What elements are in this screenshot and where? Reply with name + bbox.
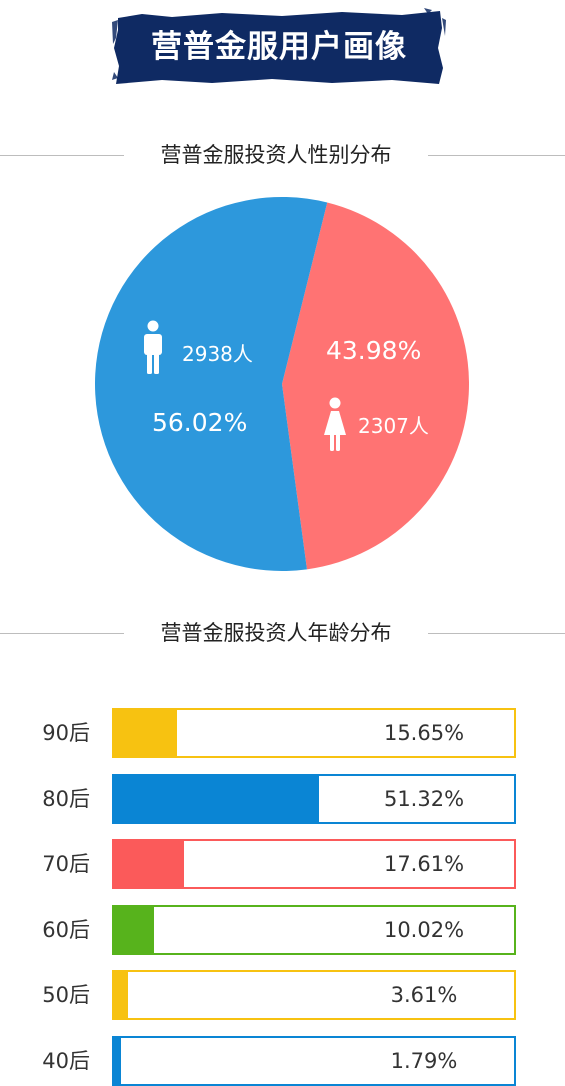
age-value-label: 10.02%	[383, 917, 465, 942]
age-value-label: 51.32%	[383, 786, 465, 811]
title-banner: 营普金服用户画像	[112, 8, 446, 86]
age-bar-row: 50后 3.61%	[0, 970, 565, 1020]
age-bar-row: 60后 10.02%	[0, 904, 565, 955]
age-section-title: 营普金服投资人年龄分布	[160, 621, 392, 645]
age-bar-row: 80后 51.32%	[0, 773, 565, 824]
age-bar-track: 1.79%	[112, 1035, 516, 1086]
header-divider-left	[0, 633, 124, 634]
age-value-label: 15.65%	[383, 721, 465, 745]
male-person-icon	[144, 320, 162, 374]
age-bar-row: 40后 1.79%	[0, 1035, 565, 1086]
gender-pie-svg	[95, 196, 469, 571]
page-title: 营普金服用户画像	[151, 29, 407, 65]
age-bar-fill	[114, 1037, 122, 1084]
header-divider-right	[428, 633, 565, 634]
header-divider-right	[428, 155, 565, 156]
age-bar-row: 90后 15.65%	[0, 708, 565, 758]
age-value-label: 3.61%	[390, 983, 458, 1007]
age-value-label: 17.61%	[383, 852, 465, 876]
female-percent-label: 43.98%	[326, 336, 422, 365]
male-count-label: 2938人	[182, 342, 253, 366]
age-category-label: 40后	[42, 1048, 90, 1073]
banner-background	[112, 8, 446, 84]
male-percent-label: 56.02%	[152, 408, 248, 437]
age-section-header: 营普金服投资人年龄分布	[0, 618, 565, 648]
age-bar-row: 70后 17.61%	[0, 839, 565, 889]
age-bar-fill	[114, 841, 185, 887]
female-pie-slice	[282, 202, 469, 570]
age-value-label: 1.79%	[390, 1048, 458, 1073]
gender-section-header: 营普金服投资人性别分布	[0, 140, 565, 170]
age-category-label: 50后	[42, 983, 90, 1007]
age-category-label: 60后	[42, 917, 90, 942]
female-person-icon	[324, 397, 346, 451]
age-bar-fill	[114, 906, 155, 953]
female-count-label: 2307人	[358, 414, 429, 438]
age-bar-track: 15.65%	[112, 708, 516, 758]
age-bar-track: 3.61%	[112, 970, 516, 1020]
age-category-label: 80后	[42, 786, 90, 811]
age-bar-fill	[114, 710, 177, 756]
age-bar-track: 51.32%	[112, 773, 516, 824]
gender-section-title: 营普金服投资人性别分布	[160, 143, 392, 167]
age-category-label: 90后	[42, 721, 90, 745]
age-category-label: 70后	[42, 852, 90, 876]
gender-pie-chart: 2938人 56.02% 43.98% 2307人	[0, 190, 565, 580]
male-pie-slice	[95, 196, 328, 571]
age-bar-fill	[114, 972, 129, 1018]
age-bar-track: 17.61%	[112, 839, 516, 889]
age-bar-fill	[114, 775, 320, 822]
age-bar-track: 10.02%	[112, 904, 516, 955]
header-divider-left	[0, 155, 124, 156]
